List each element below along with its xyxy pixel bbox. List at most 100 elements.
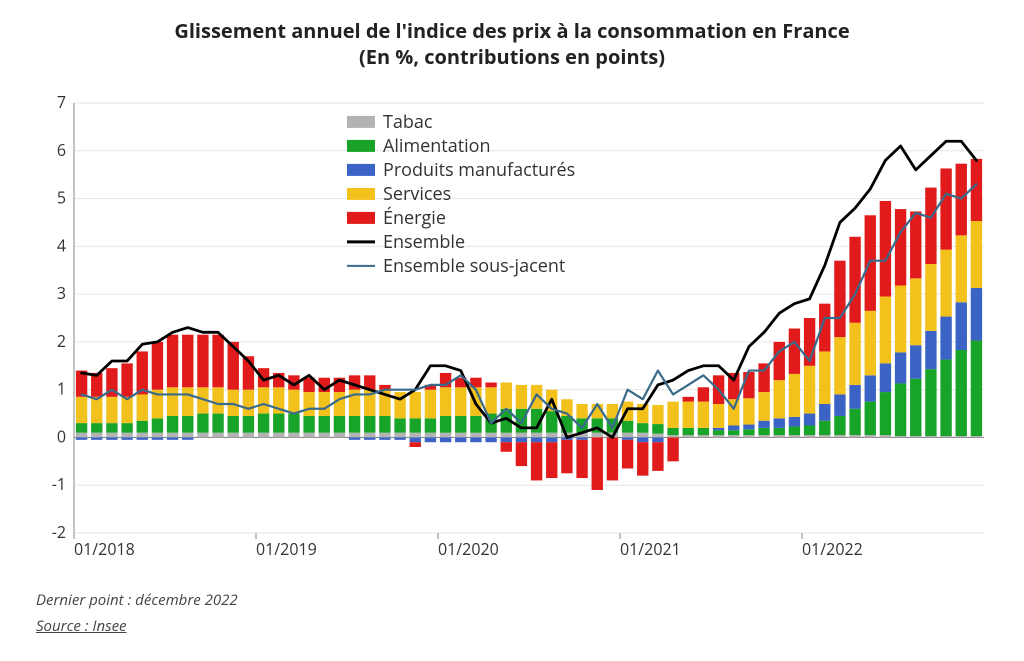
bar-Services [849, 323, 860, 385]
bar-Tabac [197, 433, 208, 438]
bar-Alimentation [288, 414, 299, 433]
bar-Produits manufacturés [470, 437, 481, 442]
bar-Services [683, 402, 694, 428]
bar-Tabac [182, 433, 193, 438]
bar-Tabac [303, 433, 314, 438]
bar-Tabac [137, 433, 148, 438]
bar-Produits manufacturés [789, 417, 800, 427]
bar-Énergie [652, 442, 663, 471]
bar-Alimentation [106, 423, 117, 433]
svg-text:01/2019: 01/2019 [256, 538, 317, 560]
bar-Tabac [758, 435, 769, 437]
bar-Services [455, 387, 466, 416]
bar-Tabac [713, 435, 724, 437]
bar-Tabac [485, 433, 496, 438]
bar-Alimentation [971, 340, 982, 436]
bar-Énergie [516, 442, 527, 466]
bar-Services [182, 387, 193, 416]
legend-label: Alimentation [383, 134, 491, 158]
bar-Tabac [516, 433, 527, 438]
bar-Énergie [410, 442, 421, 447]
bar-Produits manufacturés [379, 437, 390, 439]
bar-Tabac [667, 435, 678, 437]
bar-Alimentation [743, 429, 754, 435]
bar-Alimentation [152, 418, 163, 432]
bar-Énergie [167, 335, 178, 388]
bar-Services [713, 404, 724, 428]
bar-Énergie [758, 363, 769, 392]
chart: -2-10123456701/201801/201901/202001/2021… [36, 95, 996, 565]
bar-Énergie [182, 335, 193, 388]
bar-Tabac [91, 433, 102, 438]
bar-Alimentation [212, 414, 223, 433]
bar-Tabac [910, 436, 921, 437]
bar-Tabac [652, 434, 663, 438]
bar-Produits manufacturés [758, 421, 769, 428]
bar-Alimentation [728, 430, 739, 435]
bar-Services [501, 383, 512, 409]
bar-Alimentation [137, 421, 148, 433]
bar-Énergie [531, 442, 542, 480]
bar-Tabac [592, 433, 603, 438]
svg-text:0: 0 [57, 425, 66, 447]
bar-Alimentation [379, 416, 390, 433]
bar-Alimentation [303, 416, 314, 433]
bar-Tabac [228, 433, 239, 438]
bar-Énergie [501, 442, 512, 452]
last-point-note: Dernier point : décembre 2022 [36, 590, 238, 610]
bar-Énergie [561, 440, 572, 473]
bar-Énergie [152, 342, 163, 390]
bar-Services [743, 398, 754, 424]
bar-Énergie [698, 387, 709, 401]
bar-Tabac [364, 433, 375, 438]
legend-label: Tabac [383, 110, 433, 134]
bar-Tabac [394, 433, 405, 438]
svg-text:01/2022: 01/2022 [802, 538, 863, 560]
chart-footer: Dernier point : décembre 2022 Source : I… [36, 590, 238, 636]
bar-Énergie [212, 335, 223, 388]
bar-Énergie [137, 351, 148, 394]
bar-Énergie [607, 437, 618, 480]
bar-Alimentation [394, 418, 405, 432]
bar-Produits manufacturés [622, 437, 633, 439]
bar-Tabac [425, 433, 436, 438]
bar-Produits manufacturés [925, 331, 936, 369]
bar-Alimentation [637, 423, 648, 433]
bar-Tabac [273, 433, 284, 438]
bar-Alimentation [76, 423, 87, 433]
bar-Énergie [667, 437, 678, 461]
bar-Alimentation [758, 428, 769, 435]
bar-Produits manufacturés [910, 345, 921, 378]
bar-Services [410, 392, 421, 418]
bar-Produits manufacturés [410, 437, 421, 442]
bar-Tabac [121, 433, 132, 438]
bar-Alimentation [167, 416, 178, 433]
bar-Produits manufacturés [971, 288, 982, 341]
bar-Tabac [774, 435, 785, 437]
bar-Tabac [956, 436, 967, 437]
bar-Énergie [849, 237, 860, 323]
bar-Alimentation [698, 428, 709, 435]
bar-Alimentation [667, 428, 678, 435]
bar-Services [819, 351, 830, 404]
bar-Services [440, 387, 451, 416]
bar-Alimentation [865, 402, 876, 435]
bar-Tabac [819, 435, 830, 437]
bar-Alimentation [121, 423, 132, 433]
bar-Services [167, 387, 178, 416]
bar-Produits manufacturés [804, 414, 815, 426]
bar-Produits manufacturés [182, 437, 193, 439]
bar-Services [485, 387, 496, 413]
bar-Produits manufacturés [349, 437, 360, 439]
bar-Services [956, 235, 967, 302]
bar-Produits manufacturés [516, 437, 527, 442]
bar-Énergie [910, 211, 921, 278]
bar-Alimentation [956, 350, 967, 436]
bar-Services [652, 405, 663, 424]
bar-Services [76, 397, 87, 423]
bar-Alimentation [334, 416, 345, 433]
svg-text:4: 4 [57, 234, 66, 256]
svg-text:01/2018: 01/2018 [74, 538, 135, 560]
bar-Produits manufacturés [485, 437, 496, 442]
bar-Services [243, 390, 254, 416]
